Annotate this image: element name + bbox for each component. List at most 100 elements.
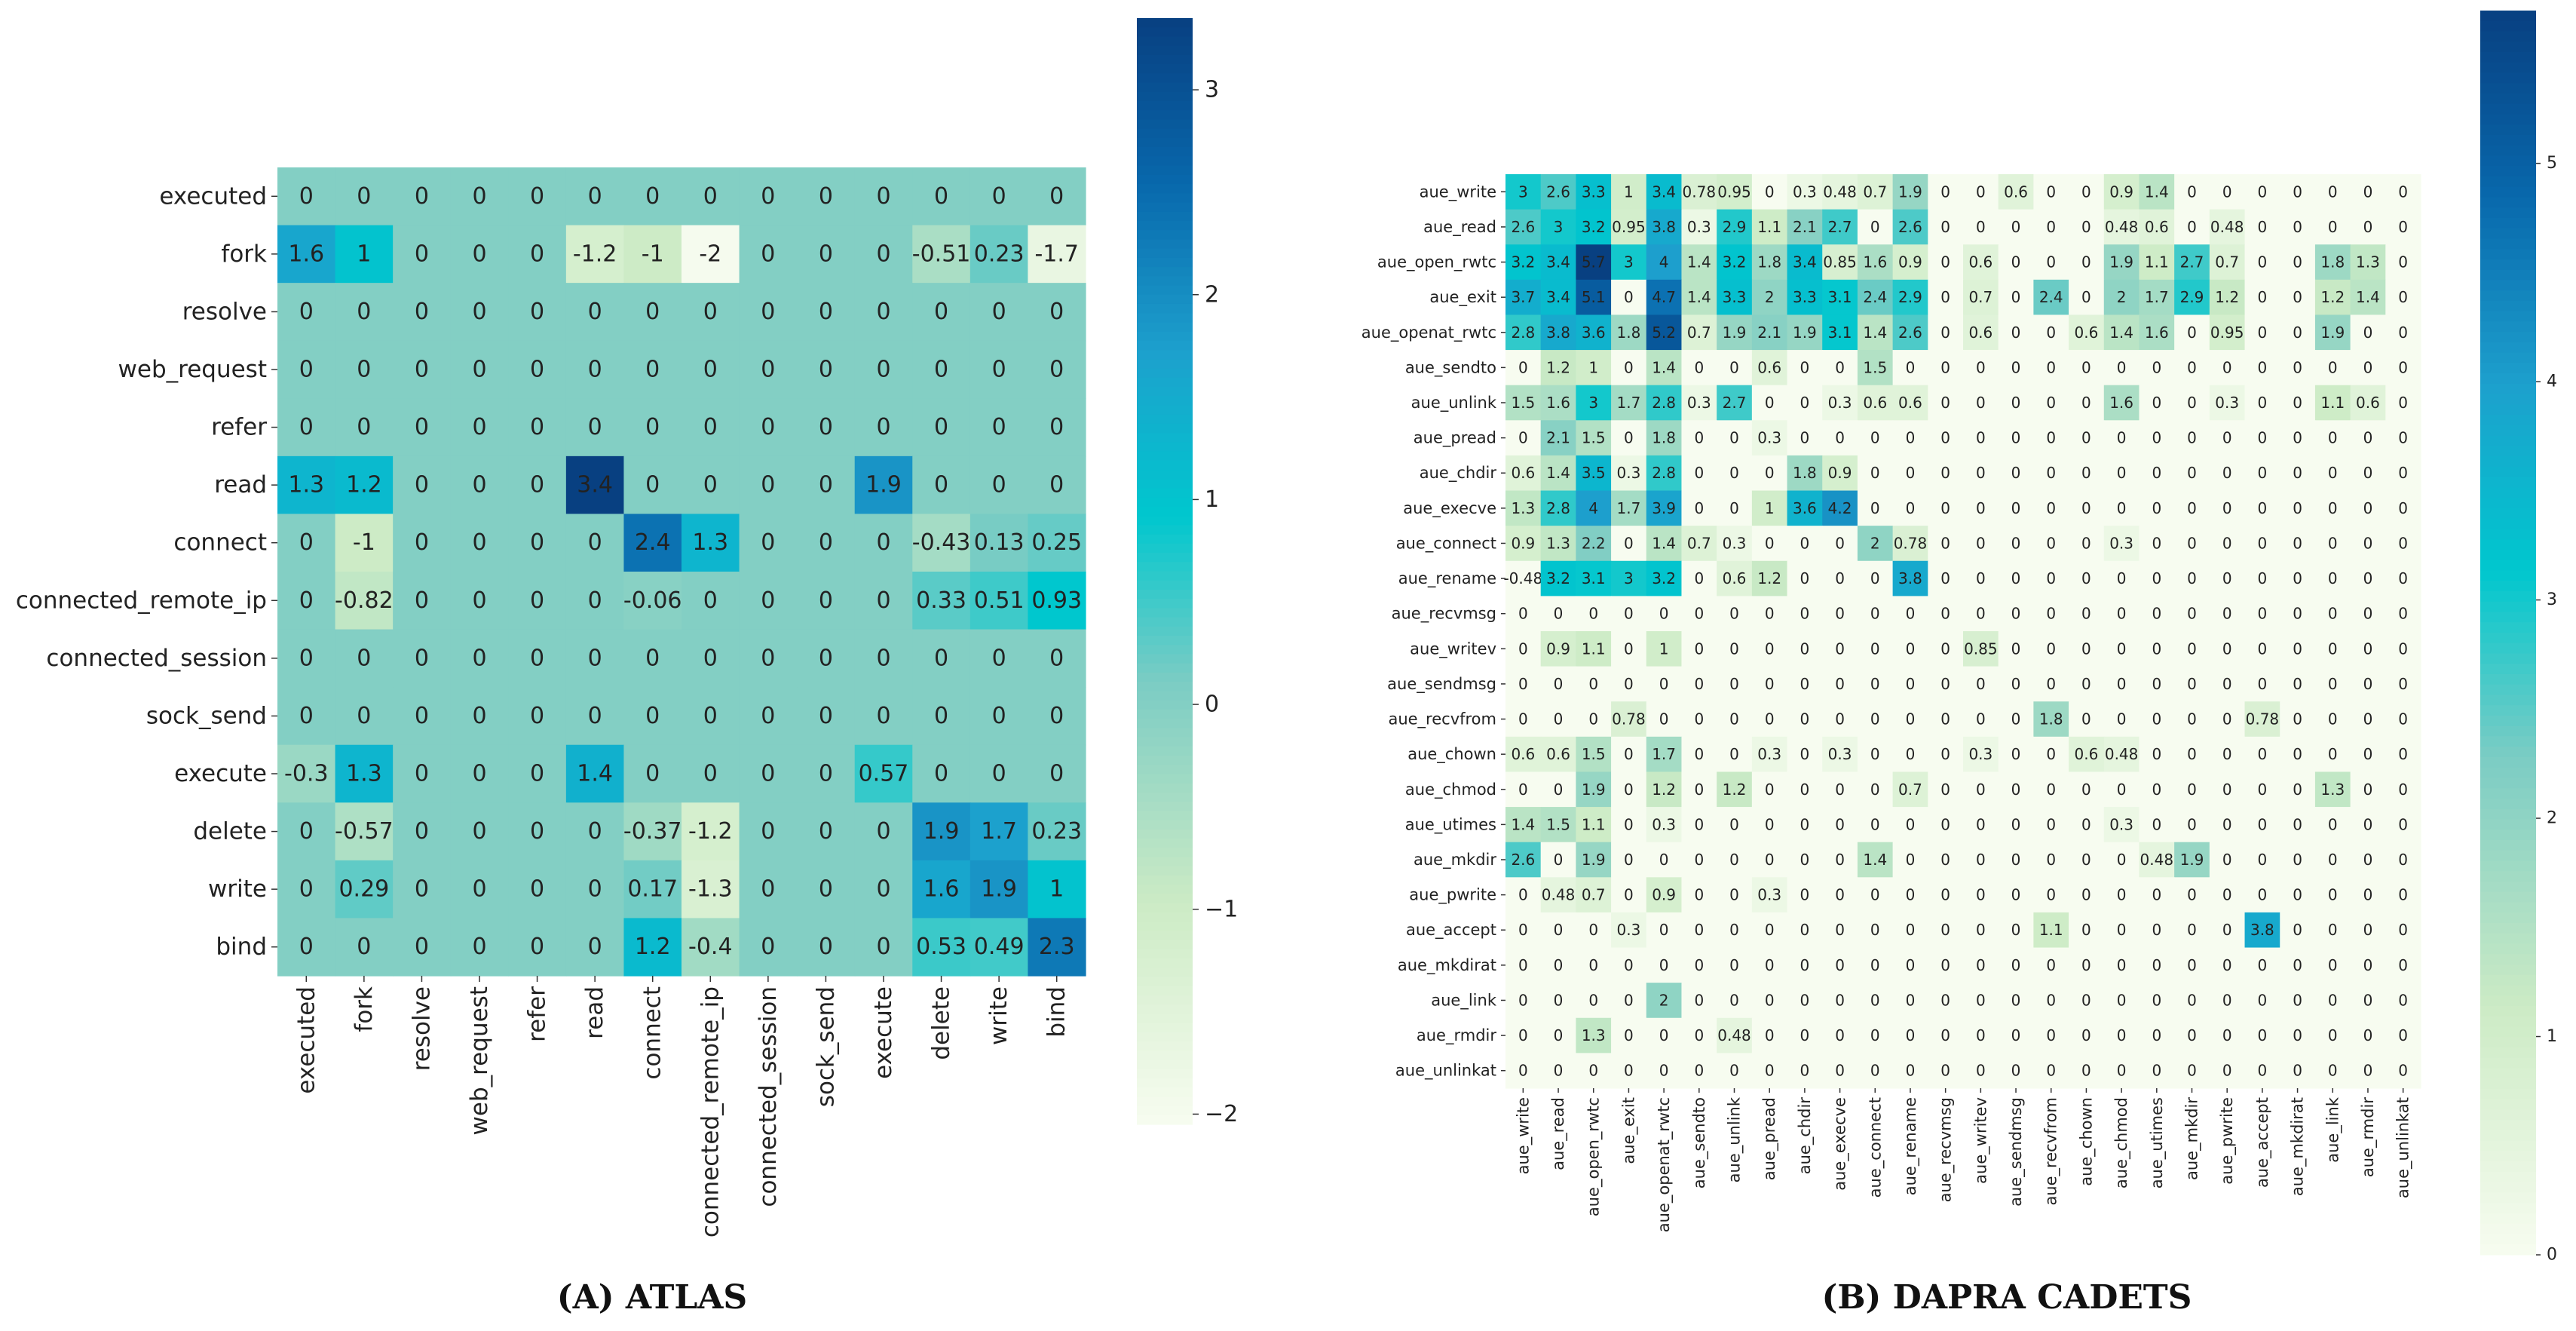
colorbar-band (2480, 446, 2536, 457)
heatmap-cell (854, 629, 913, 688)
column-label: aue_mkdirat (2289, 1097, 2308, 1196)
heatmap-cell (1646, 455, 1683, 492)
row-label: aue_exit (1429, 288, 1496, 307)
cell-value-label: 0 (1976, 1026, 1986, 1044)
cell-value-label: 0 (1694, 886, 1704, 904)
colorbar-band (1137, 765, 1193, 775)
cell-value-label: 0 (1940, 253, 1950, 271)
heatmap-cell (2244, 666, 2280, 702)
cell-value-label: 0 (876, 703, 890, 729)
heatmap-cell (2314, 490, 2351, 526)
cell-value-label: -1 (353, 529, 375, 556)
cell-value-label: 0 (1940, 639, 1950, 658)
heatmap-cell (2244, 701, 2280, 738)
heatmap-cell (1646, 350, 1683, 386)
cell-value-label: 0 (1800, 815, 1810, 833)
heatmap-cell (1963, 983, 1999, 1019)
heatmap-cell (1787, 490, 1823, 526)
cell-value-label: 0 (2187, 499, 2197, 517)
cell-value-label: 0 (992, 703, 1006, 729)
colorbar-band (2480, 891, 2536, 903)
heatmap-cell (1028, 572, 1086, 630)
colorbar-band (1137, 958, 1193, 968)
cell-value-label: 0 (1659, 710, 1669, 728)
column-label: executed (293, 986, 320, 1094)
heatmap-cell (2350, 631, 2386, 667)
heatmap-cell (1611, 490, 1647, 526)
colorbar-band (2480, 985, 2536, 996)
heatmap-cell (739, 455, 798, 515)
cell-value-label: 2.4 (1863, 288, 1887, 306)
cell-value-label: 0 (2117, 605, 2127, 623)
cell-value-label: 0 (1729, 1062, 1739, 1080)
heatmap-cell (1646, 1017, 1683, 1053)
cell-value-label: 0.48 (1717, 1026, 1751, 1044)
heatmap-cell (2244, 209, 2280, 245)
cell-value-label: 0 (2081, 1062, 2091, 1080)
colorbar-band (2480, 290, 2536, 302)
heatmap-cell (1857, 701, 1894, 738)
colorbar-band (1137, 433, 1193, 443)
cell-value-label: 0 (819, 876, 833, 903)
cell-value-label: 0 (1976, 605, 1986, 623)
cell-value-label: 0 (1976, 710, 1986, 728)
cell-value-label: 0 (1588, 956, 1598, 974)
heatmap-cell (1963, 701, 1999, 738)
cell-value-label: 3.4 (1546, 253, 1570, 271)
column-label: execute (870, 986, 897, 1079)
cell-value-label: 2.6 (1898, 324, 1922, 342)
colorbar-band (1137, 506, 1193, 517)
cell-value-label: 0.13 (974, 529, 1025, 556)
cell-value-label: 3 (1624, 569, 1634, 587)
colorbar-band (1137, 405, 1193, 416)
cell-value-label: 0 (819, 472, 833, 498)
colorbar-band (2480, 612, 2536, 623)
heatmap-cell (623, 918, 682, 977)
cell-value-label: 0 (2117, 1062, 2127, 1080)
cell-value-label: 0 (1624, 781, 1634, 799)
heatmap-cell (2209, 877, 2246, 913)
cell-value-label: 0.23 (974, 241, 1025, 267)
heatmap-cell (1576, 771, 1612, 808)
colorbar-band (2480, 570, 2536, 581)
colorbar-band (2480, 622, 2536, 633)
cell-value-label: 0 (2398, 534, 2408, 552)
cell-value-label: 0.6 (2075, 745, 2099, 763)
heatmap-cell (277, 860, 336, 919)
cell-value-label: 0 (1976, 358, 1986, 376)
cell-value-label: 0.3 (1757, 745, 1781, 763)
cell-value-label: 0 (1624, 358, 1634, 376)
heatmap-cell (2103, 807, 2140, 843)
cell-value-label: 0 (299, 299, 314, 325)
heatmap-cell (1505, 631, 1542, 667)
cadets-heatmap: 3 2.6 3.3 1 3.4 0.78 0.95 0 0.3 0.48 0.7 1.9 0 0 0.6 0 0… (1503, 174, 2421, 1089)
cell-value-label: 0 (1554, 956, 1564, 974)
colorbar-band (1137, 912, 1193, 922)
cell-value-label: 1.8 (2039, 710, 2063, 728)
cell-value-label: 0 (2293, 569, 2302, 587)
colorbar-band (2480, 1213, 2536, 1225)
cell-value-label: 0 (2363, 182, 2373, 201)
cell-value-label: 0 (1906, 1062, 1916, 1080)
cell-value-label: 0 (1765, 851, 1775, 869)
cell-value-label: 0 (2363, 464, 2373, 482)
cell-value-label: 0.6 (2145, 218, 2169, 236)
heatmap-cell (1751, 842, 1788, 878)
cell-value-label: -2 (699, 241, 721, 267)
cell-value-label: 0 (2152, 639, 2161, 658)
heatmap-cell (2103, 596, 2140, 632)
cell-value-label: 0 (2046, 534, 2056, 552)
heatmap-cell (1892, 947, 1928, 983)
heatmap-cell (2103, 912, 2140, 949)
heatmap-cell (1822, 174, 1858, 210)
colorbar-band (2480, 269, 2536, 281)
colorbar-band (2480, 1140, 2536, 1152)
heatmap-cell (2033, 385, 2069, 421)
colorbar-band (1137, 396, 1193, 406)
colorbar-band (2480, 943, 2536, 955)
heatmap-cell (2103, 244, 2140, 281)
heatmap-cell (2314, 350, 2351, 386)
cell-value-label: 0 (2328, 569, 2338, 587)
heatmap-cell (2350, 596, 2386, 632)
cell-value-label: 0 (1729, 851, 1739, 869)
